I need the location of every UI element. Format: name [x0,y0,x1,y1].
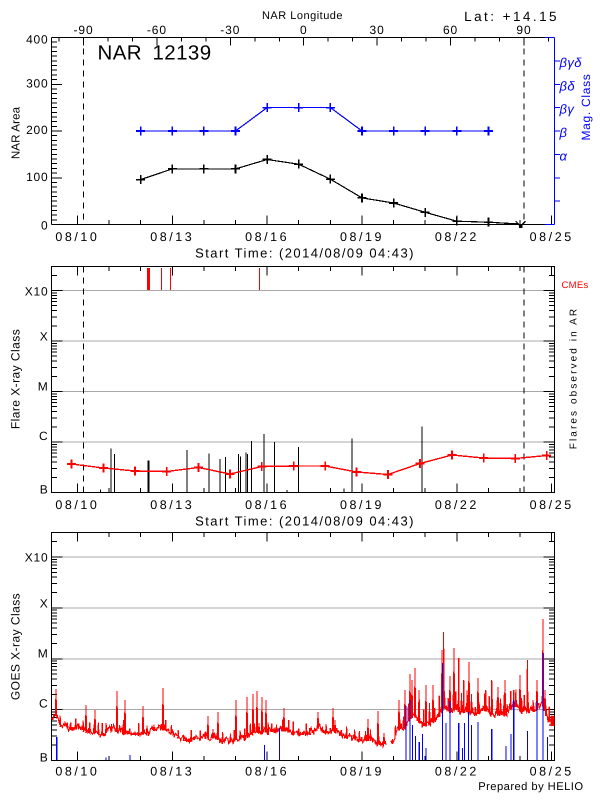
svg-text:X: X [40,596,49,610]
svg-text:GOES X-ray Class: GOES X-ray Class [9,593,23,700]
svg-text:200: 200 [26,123,48,137]
svg-text:βδ: βδ [559,78,576,93]
svg-text:08/19: 08/19 [340,230,384,244]
svg-text:08/16: 08/16 [245,498,289,512]
svg-text:NAR Longitude: NAR Longitude [262,10,343,22]
svg-text:M: M [38,379,49,393]
svg-text:Flare X-ray Class: Flare X-ray Class [9,329,23,429]
svg-text:08/22: 08/22 [435,230,479,244]
svg-text:0: 0 [300,23,308,37]
svg-text:M: M [38,647,49,661]
svg-text:B: B [40,482,49,496]
svg-text:08/16: 08/16 [245,230,289,244]
svg-text:Start Time: (2014/08/09 04:43): Start Time: (2014/08/09 04:43) [195,514,415,529]
svg-text:08/13: 08/13 [150,765,194,779]
svg-text:CMEs: CMEs [562,280,589,291]
svg-text:NAR Area: NAR Area [10,106,23,159]
svg-text:90: 90 [516,23,531,37]
svg-text:400: 400 [26,33,48,47]
svg-text:Lat: +14.15: Lat: +14.15 [464,9,559,24]
svg-text:300: 300 [26,76,48,90]
svg-text:Flares observed in AR: Flares observed in AR [569,307,580,449]
svg-text:-30: -30 [220,23,240,37]
svg-text:08/10: 08/10 [55,765,99,779]
svg-text:C: C [39,429,48,443]
svg-text:60: 60 [443,23,458,37]
svg-text:08/10: 08/10 [55,230,99,244]
svg-text:30: 30 [370,23,385,37]
svg-text:08/25: 08/25 [530,230,574,244]
svg-text:08/13: 08/13 [150,230,194,244]
svg-text:X: X [40,330,49,344]
svg-text:β: β [559,125,568,140]
svg-text:Start Time: (2014/08/09 04:43): Start Time: (2014/08/09 04:43) [195,246,415,261]
svg-text:08/25: 08/25 [530,765,574,779]
svg-text:08/25: 08/25 [530,498,574,512]
svg-text:-90: -90 [73,23,93,37]
svg-text:08/13: 08/13 [150,498,194,512]
svg-text:08/19: 08/19 [340,765,384,779]
svg-text:08/16: 08/16 [245,765,289,779]
svg-text:Mag. Class: Mag. Class [579,73,593,140]
svg-text:X10: X10 [25,551,49,565]
svg-text:X10: X10 [25,285,49,299]
svg-text:Prepared by HELIO: Prepared by HELIO [478,781,583,793]
svg-text:βγ: βγ [559,102,576,117]
svg-text:12139: 12139 [153,42,212,65]
svg-text:100: 100 [26,170,48,184]
svg-text:-60: -60 [147,23,167,37]
svg-text:0: 0 [41,219,48,233]
svg-text:α: α [560,148,568,163]
svg-text:βγδ: βγδ [559,55,583,70]
svg-text:08/22: 08/22 [435,765,479,779]
svg-text:08/10: 08/10 [55,498,99,512]
svg-text:C: C [39,697,48,711]
svg-text:NAR: NAR [98,42,142,65]
svg-text:B: B [40,750,49,764]
svg-text:08/22: 08/22 [435,498,479,512]
svg-text:08/19: 08/19 [340,498,384,512]
